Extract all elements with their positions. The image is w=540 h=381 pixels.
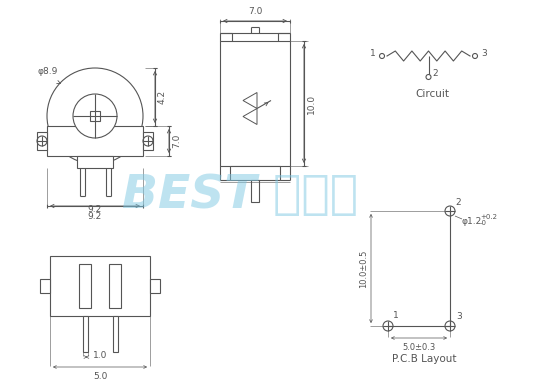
Text: P.C.B Layout: P.C.B Layout — [392, 354, 456, 364]
Text: 1: 1 — [370, 50, 376, 59]
Bar — [40, 279, 50, 293]
Text: 4.2: 4.2 — [158, 90, 167, 104]
Bar — [79, 264, 91, 308]
Text: 10.0: 10.0 — [307, 93, 316, 114]
Bar — [90, 111, 100, 121]
Text: 1: 1 — [393, 311, 399, 320]
Text: +0.2: +0.2 — [480, 214, 497, 220]
Bar — [47, 126, 143, 156]
Circle shape — [73, 94, 117, 138]
Text: φ1.2: φ1.2 — [462, 216, 482, 226]
Text: φ8.9: φ8.9 — [37, 67, 57, 77]
Bar — [143, 132, 153, 150]
Bar — [37, 132, 47, 150]
Bar — [112, 316, 118, 352]
Text: 1.0: 1.0 — [92, 352, 107, 360]
Circle shape — [47, 68, 143, 164]
Text: 2: 2 — [455, 198, 461, 207]
Text: 7.0: 7.0 — [248, 7, 262, 16]
Text: 3: 3 — [481, 50, 487, 59]
Text: 3: 3 — [456, 312, 462, 321]
Text: 10.0±0.5: 10.0±0.5 — [359, 249, 368, 288]
Text: 2: 2 — [433, 69, 438, 78]
Text: 7.0: 7.0 — [172, 134, 181, 148]
Bar — [50, 256, 150, 316]
Text: 9.2: 9.2 — [88, 205, 102, 214]
Text: 5.0±0.3: 5.0±0.3 — [402, 343, 436, 352]
Bar — [230, 166, 280, 180]
Bar — [251, 180, 259, 202]
Text: -0: -0 — [480, 220, 487, 226]
Text: BEST 百斯特: BEST 百斯特 — [122, 173, 358, 218]
Bar — [220, 41, 290, 166]
Bar — [109, 264, 121, 308]
Text: Circuit: Circuit — [415, 89, 449, 99]
Text: 9.2: 9.2 — [88, 212, 102, 221]
Bar — [150, 279, 160, 293]
Text: 5.0: 5.0 — [93, 372, 107, 381]
Bar — [83, 316, 87, 352]
Bar — [77, 156, 113, 168]
